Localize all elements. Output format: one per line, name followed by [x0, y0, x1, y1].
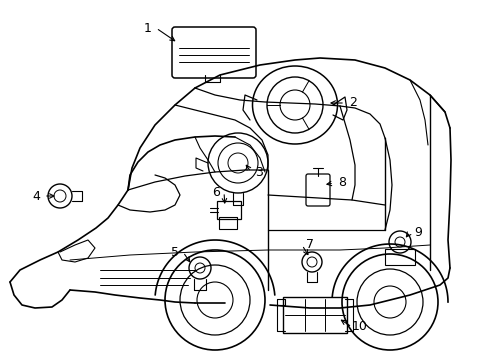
Text: 5: 5 [171, 246, 179, 258]
Text: 7: 7 [305, 238, 313, 252]
Text: 4: 4 [32, 189, 40, 202]
Text: 9: 9 [413, 225, 421, 238]
Text: 3: 3 [255, 166, 263, 179]
Text: 10: 10 [351, 320, 367, 333]
Text: 2: 2 [348, 96, 356, 109]
Text: 8: 8 [337, 176, 346, 189]
Text: 6: 6 [212, 185, 220, 198]
Text: 1: 1 [144, 22, 152, 35]
